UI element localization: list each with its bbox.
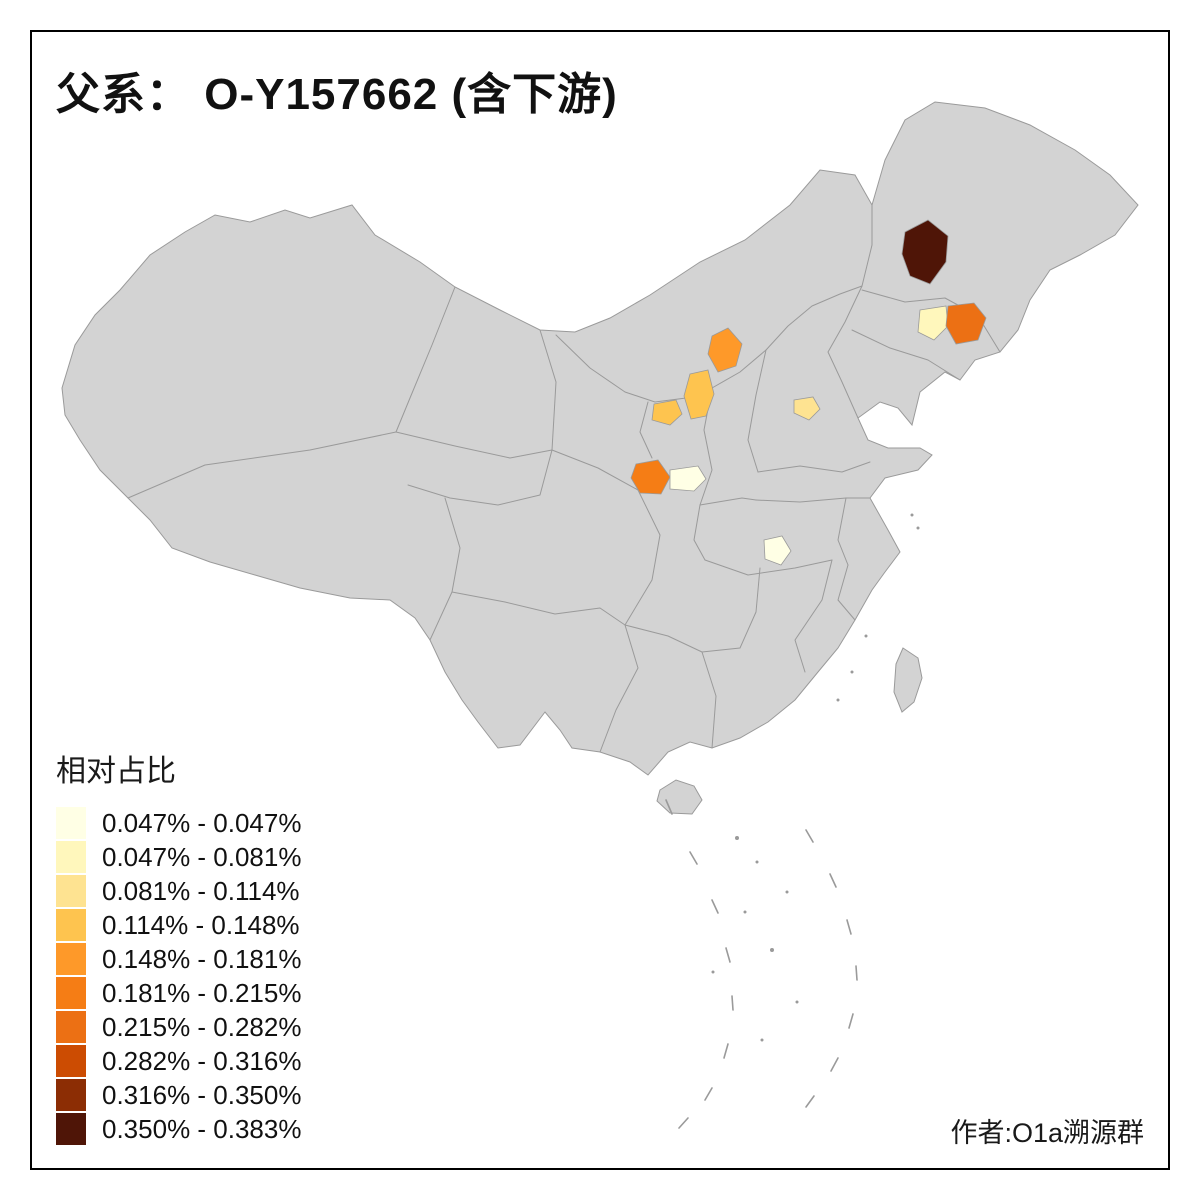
legend-swatch xyxy=(56,909,86,941)
legend-item: 0.282% - 0.316% xyxy=(56,1044,301,1078)
legend-swatch xyxy=(56,1011,86,1043)
legend-item: 0.215% - 0.282% xyxy=(56,1010,301,1044)
highlighted-region-jilin-west xyxy=(917,305,949,341)
legend-label: 0.047% - 0.047% xyxy=(102,807,302,838)
legend-swatch xyxy=(56,1079,86,1111)
china-mainland xyxy=(61,101,1139,776)
legend-title: 相对占比 xyxy=(56,755,176,788)
highlighted-region-shaanxi-central xyxy=(669,465,707,492)
legend-label: 0.316% - 0.350% xyxy=(102,1079,302,1110)
legend-item: 0.047% - 0.081% xyxy=(56,840,301,874)
highlighted-region-shandong xyxy=(793,396,821,421)
highlighted-region-hubei xyxy=(763,535,792,566)
legend-label: 0.181% - 0.215% xyxy=(102,977,302,1008)
legend-swatch xyxy=(56,1045,86,1077)
highlighted-region-heilongjiang xyxy=(901,219,949,285)
legend-item: 0.181% - 0.215% xyxy=(56,976,301,1010)
south-china-sea-dashes xyxy=(665,799,858,1129)
legend-label: 0.047% - 0.081% xyxy=(102,841,302,872)
legend-label: 0.282% - 0.316% xyxy=(102,1045,302,1076)
legend-label: 0.081% - 0.114% xyxy=(102,875,300,906)
hainan-island xyxy=(656,779,703,815)
province-boundaries xyxy=(127,204,1001,753)
legend-swatch xyxy=(56,807,86,839)
legend-item: 0.081% - 0.114% xyxy=(56,874,301,908)
highlighted-region-shanxi-southwest xyxy=(651,399,683,426)
highlighted-region-gansu xyxy=(630,459,671,495)
legend-item: 0.114% - 0.148% xyxy=(56,908,301,942)
highlighted-region-jilin-east xyxy=(945,302,987,345)
legend-swatch xyxy=(56,1113,86,1145)
small-islands xyxy=(711,513,920,1042)
legend: 相对占比 0.047% - 0.047% 0.047% - 0.081% 0.081… xyxy=(56,746,301,1146)
legend-swatch xyxy=(56,875,86,907)
legend-label: 0.350% - 0.383% xyxy=(102,1113,302,1144)
legend-swatch xyxy=(56,943,86,975)
highlighted-region-shanxi-west xyxy=(683,369,715,420)
legend-swatch xyxy=(56,841,86,873)
taiwan-island xyxy=(893,647,923,713)
legend-label: 0.114% - 0.148% xyxy=(102,909,300,940)
highlighted-regions xyxy=(630,219,987,566)
figure-title: 父系： O-Y157662 (含下游) xyxy=(56,70,618,119)
legend-item: 0.350% - 0.383% xyxy=(56,1112,301,1146)
legend-label: 0.215% - 0.282% xyxy=(102,1011,302,1042)
legend-items: 0.047% - 0.047% 0.047% - 0.081% 0.081% - 0… xyxy=(56,806,301,1146)
highlighted-region-inner-mongolia xyxy=(707,327,743,373)
legend-swatch xyxy=(56,977,86,1009)
legend-label: 0.148% - 0.181% xyxy=(102,943,302,974)
legend-item: 0.047% - 0.047% xyxy=(56,806,301,840)
author-credit: 作者:O1a溯源群 xyxy=(950,1118,1144,1148)
legend-item: 0.148% - 0.181% xyxy=(56,942,301,976)
legend-item: 0.316% - 0.350% xyxy=(56,1078,301,1112)
